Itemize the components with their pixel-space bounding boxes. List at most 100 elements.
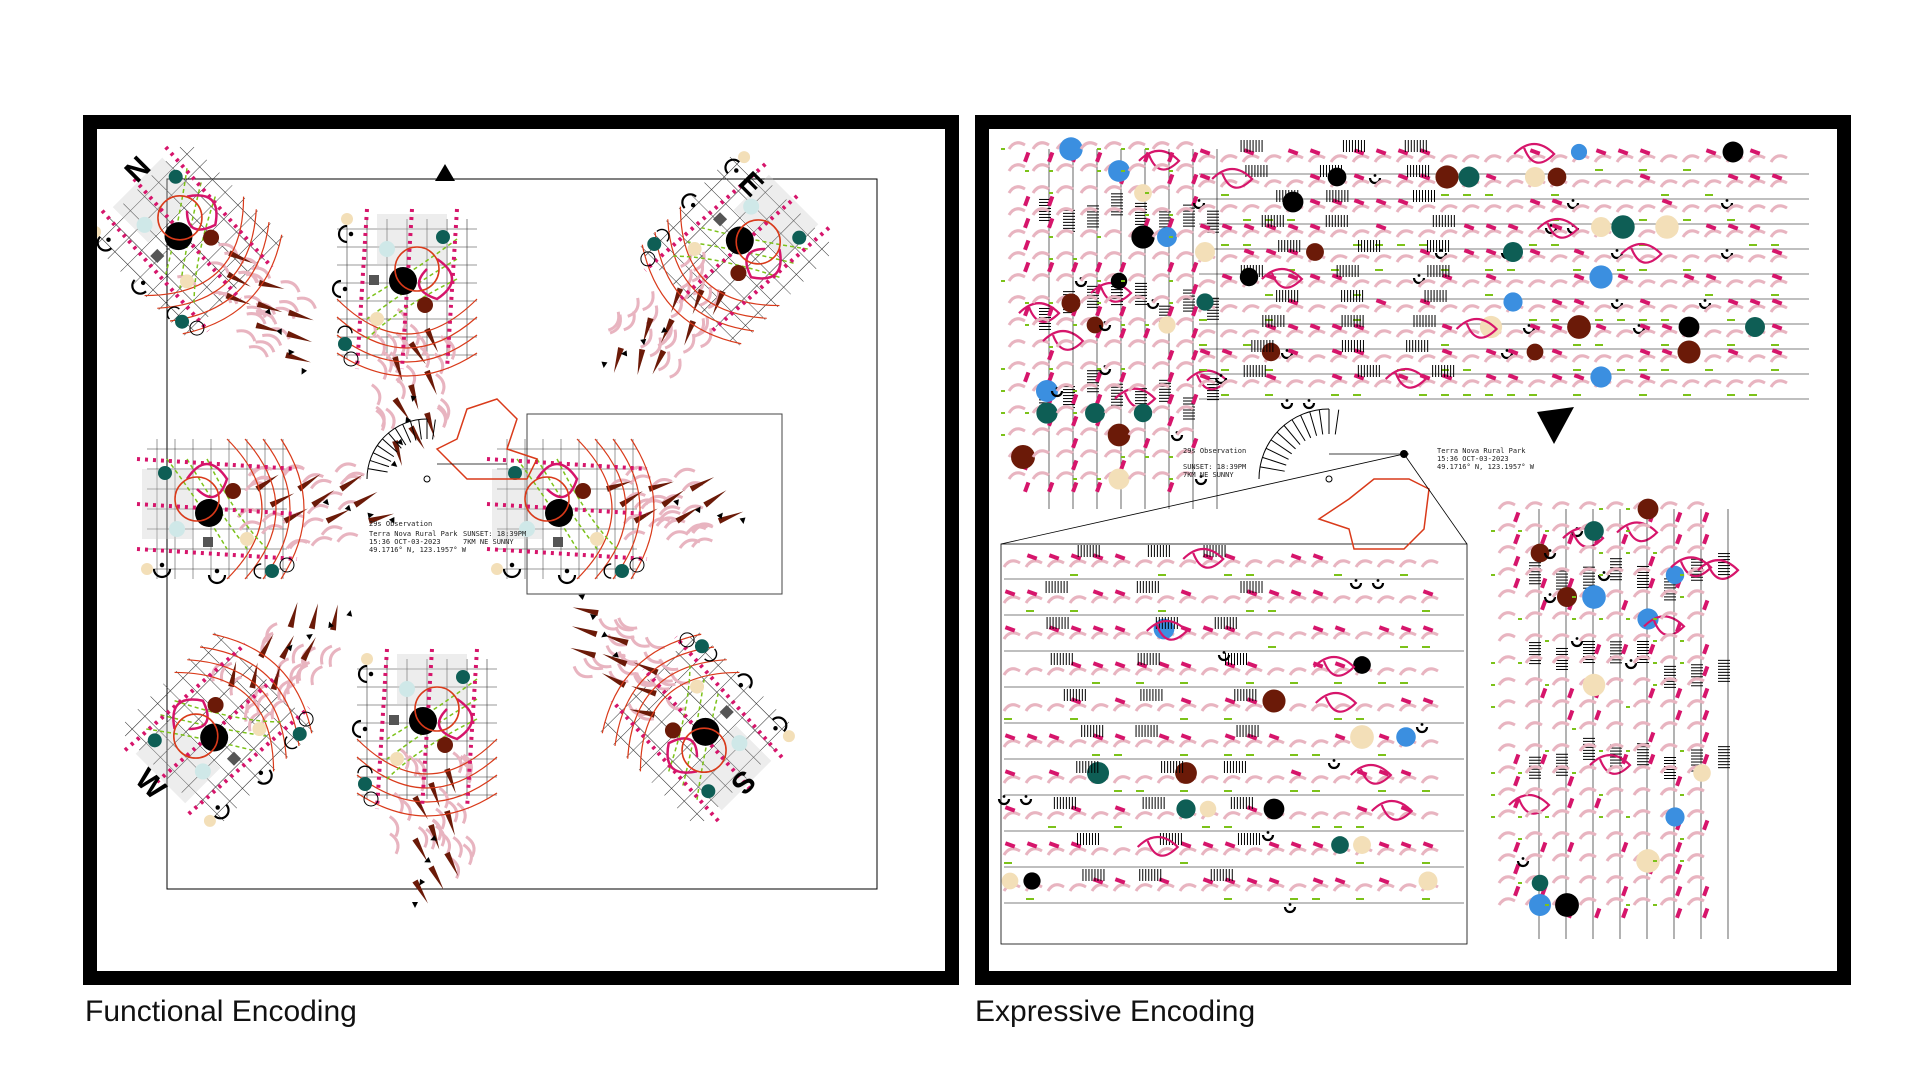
feather-stroke: [1551, 655, 1570, 664]
arc-stroke: [639, 671, 740, 772]
face-smile: [1610, 302, 1624, 310]
magenta-dash: [1114, 661, 1126, 669]
feather-stroke: [417, 826, 429, 848]
wind-spike: [228, 661, 237, 688]
magenta-loop: [1697, 559, 1740, 580]
wind-spike: [368, 513, 394, 524]
wind-spike: [631, 686, 657, 697]
magenta-dash: [1400, 805, 1412, 813]
feather-stroke: [644, 494, 667, 506]
feather-stroke: [1551, 765, 1570, 774]
glyph-stripe-11: [1197, 215, 1809, 260]
grid-line: [97, 146, 195, 247]
feather-stroke: [1747, 179, 1766, 188]
feather-stroke: [1156, 811, 1175, 820]
feather-stroke: [1524, 523, 1543, 532]
feather-stroke: [1747, 304, 1766, 313]
feather-stroke: [1351, 279, 1370, 288]
feather-stroke: [1103, 141, 1122, 150]
feather-stroke: [1200, 883, 1219, 892]
arc-stroke: [641, 244, 742, 345]
feather-stroke: [1615, 154, 1634, 163]
feather-stroke: [1175, 361, 1194, 370]
feather-stroke: [1420, 703, 1439, 712]
feather-stroke: [1103, 361, 1122, 370]
magenta-dash: [1378, 733, 1390, 741]
feather-stroke: [1524, 831, 1543, 840]
sun-tick: [418, 419, 422, 440]
triangle-marker: [367, 512, 374, 519]
feather-stroke: [1578, 545, 1597, 554]
feather-stroke: [1551, 611, 1570, 620]
feather-stroke: [1497, 809, 1516, 818]
feather-stroke: [1329, 329, 1348, 338]
grid-line: [109, 217, 209, 317]
color-dot: [1547, 167, 1567, 187]
glyph-cluster-7: [570, 594, 795, 823]
magenta-dash: [1202, 553, 1214, 561]
face-smile: [1283, 906, 1297, 914]
magenta-dash: [1771, 348, 1783, 356]
arc-stroke: [144, 196, 245, 297]
feather-stroke: [1151, 383, 1170, 392]
feather-stroke: [1241, 254, 1260, 263]
c-glyph: [337, 325, 353, 334]
magenta-dash: [1004, 841, 1016, 849]
feather-stroke: [1288, 595, 1307, 604]
green-dash: [193, 196, 216, 303]
feather-stroke: [1007, 141, 1026, 150]
face-smile: [1146, 302, 1160, 310]
face-smile: [1412, 277, 1426, 285]
magenta-dash: [1199, 373, 1211, 381]
magenta-dash: [1639, 348, 1651, 356]
hollow-circle: [343, 351, 359, 367]
feather-stroke: [1329, 154, 1348, 163]
magenta-dash: [1771, 173, 1783, 181]
feather-stroke: [1200, 775, 1219, 784]
feather-stroke: [1524, 853, 1543, 862]
feather-stroke: [1632, 875, 1651, 884]
feather-stroke: [1605, 699, 1624, 708]
color-dot: [1059, 137, 1083, 161]
feather-stroke: [1329, 279, 1348, 288]
magenta-dash: [1702, 511, 1710, 523]
feather-stroke: [1395, 329, 1414, 338]
face-smile: [1302, 402, 1316, 410]
magenta-dash: [1378, 769, 1390, 777]
feather-stroke: [1659, 254, 1678, 263]
c-glyph: [357, 765, 373, 774]
wind-spike: [637, 348, 646, 375]
lightblue-dot: [399, 681, 415, 697]
beige-dot: [240, 532, 254, 546]
magenta-dash: [1485, 348, 1497, 356]
face-eye: [1285, 349, 1289, 352]
feather-stroke: [1578, 501, 1597, 510]
magenta-dash: [1199, 148, 1211, 156]
feather-stroke: [1395, 279, 1414, 288]
face-eye: [1420, 723, 1424, 726]
feather-stroke: [1549, 204, 1568, 213]
magenta-dash: [1573, 248, 1585, 256]
feather-stroke: [1578, 699, 1597, 708]
feather-stroke: [1395, 204, 1414, 213]
feather-stroke: [1578, 655, 1597, 664]
magenta-dash: [1071, 437, 1079, 449]
magenta-dash: [1331, 198, 1343, 206]
magenta-loop: [1370, 799, 1414, 821]
face-eye: [1439, 249, 1443, 252]
feather-stroke: [1524, 787, 1543, 796]
feather-stroke: [439, 397, 451, 420]
feather-stroke: [1332, 883, 1351, 892]
feather-stroke: [1178, 703, 1197, 712]
magenta-dash: [1621, 753, 1629, 765]
brown-dot: [203, 229, 220, 246]
feather-stroke: [1329, 304, 1348, 313]
feather-stroke: [440, 832, 452, 855]
feather-stroke: [1244, 739, 1263, 748]
color-dot: [1693, 764, 1711, 782]
feather-stroke: [1046, 739, 1065, 748]
feather-stroke: [1112, 631, 1131, 640]
color-dot: [1157, 227, 1177, 247]
wind-spike: [330, 604, 338, 631]
